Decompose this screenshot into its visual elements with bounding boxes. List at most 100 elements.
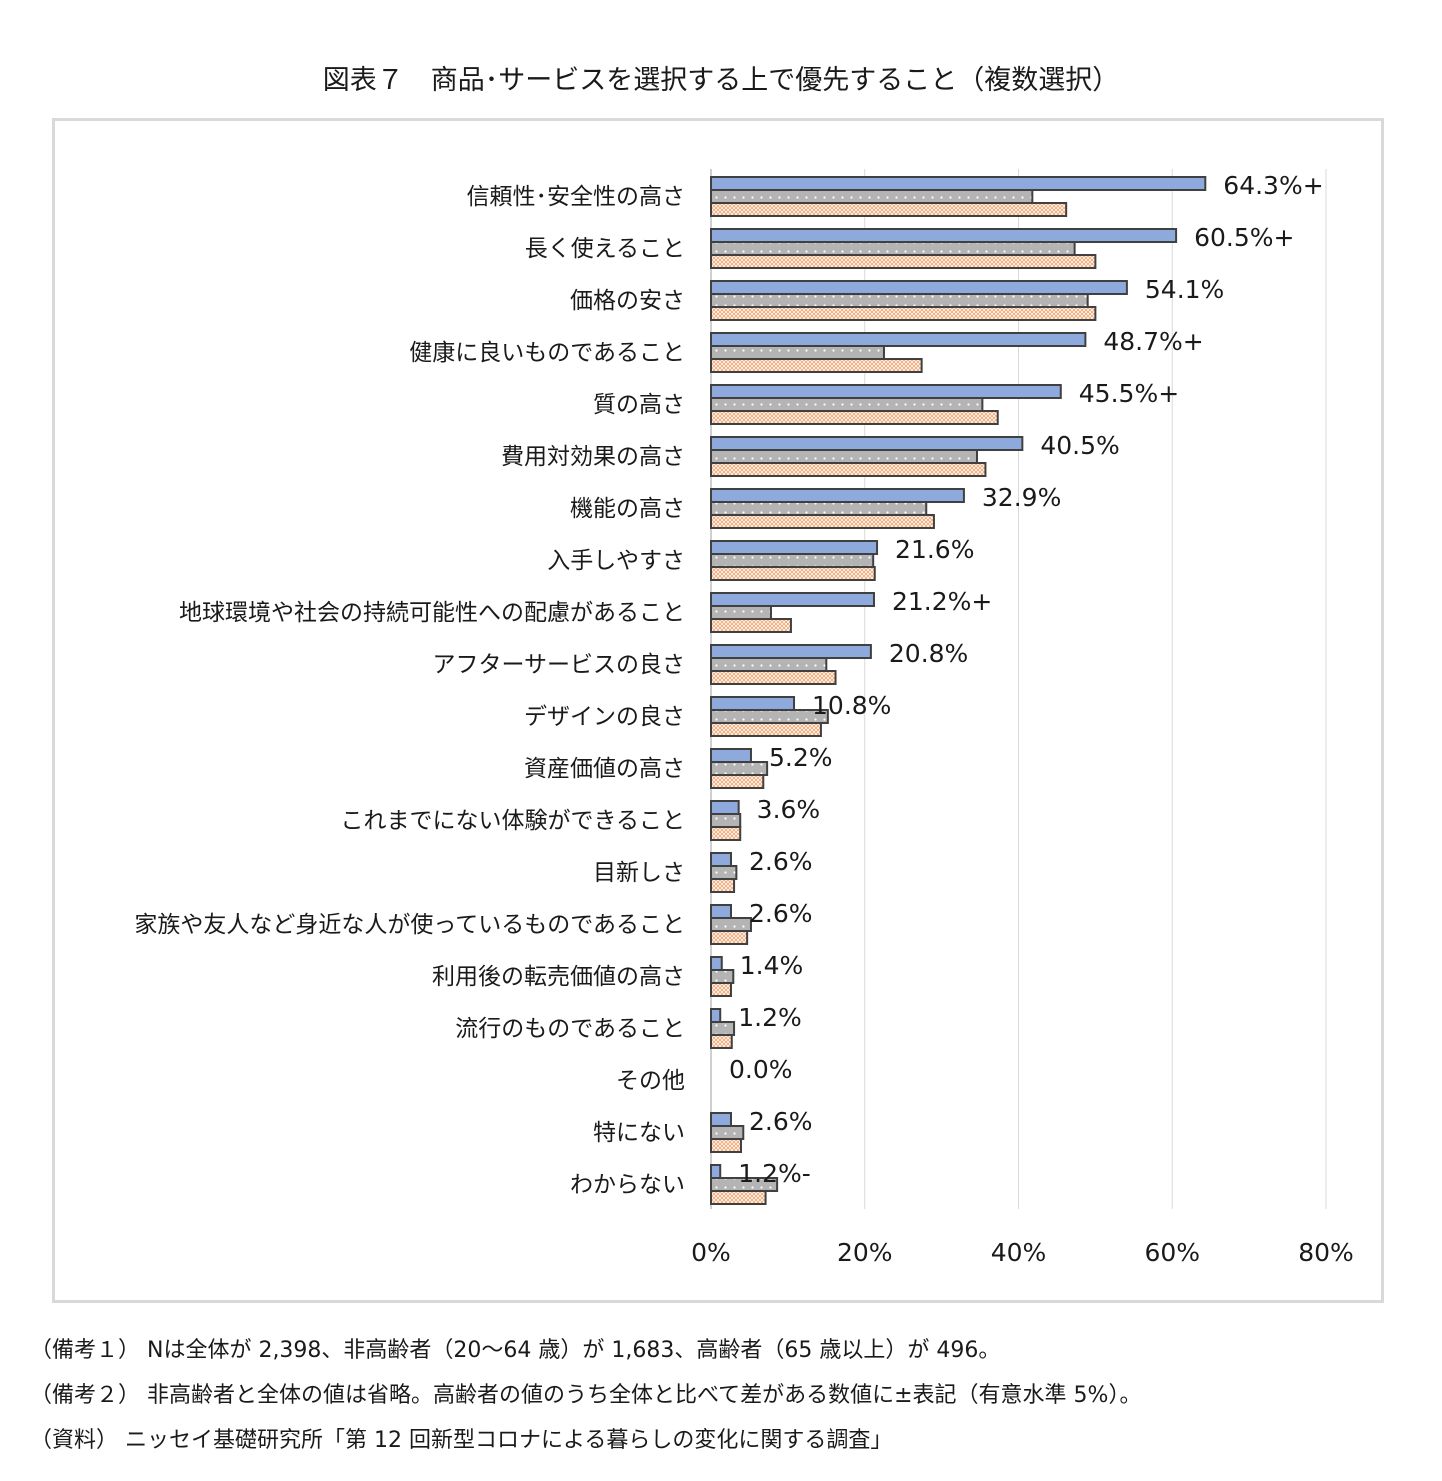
bar-series-1 (710, 176, 1207, 191)
category-label: 価格の安さ (570, 288, 685, 314)
note-2: （備考２） 非高齢者と全体の値は省略。高齢者の値のうち全体と比べて差がある数値に… (30, 1383, 1142, 1408)
data-label: 21.2%+ (892, 587, 992, 616)
bar-series-3 (710, 358, 923, 373)
data-label: 1.2%- (738, 1159, 811, 1188)
bar-series-3 (710, 722, 822, 737)
bar-series-3 (710, 306, 1097, 321)
bar-series-3 (710, 930, 749, 945)
data-label: 45.5%+ (1079, 379, 1179, 408)
data-label: 2.6% (749, 1107, 813, 1136)
bar-series-3 (710, 462, 987, 477)
bar-series-2 (710, 605, 772, 620)
bar-series-2 (710, 345, 885, 360)
bar-series-1 (710, 748, 752, 763)
data-label: 48.7%+ (1103, 327, 1203, 356)
data-label: 20.8% (889, 639, 968, 668)
data-label: 54.1% (1145, 275, 1224, 304)
x-tick-label: 40% (991, 1238, 1047, 1267)
bar-series-2 (710, 293, 1089, 308)
category-label: わからない (570, 1172, 685, 1198)
category-label: 地球環境や社会の持続可能性への配慮があること (179, 600, 685, 626)
category-label: 機能の高さ (570, 496, 685, 522)
note-1: （備考１） Nは全体が 2,398、非高齢者（20～64 歳）が 1,683、高… (30, 1338, 1001, 1363)
notes: （備考１） Nは全体が 2,398、非高齢者（20～64 歳）が 1,683、高… (30, 1328, 1141, 1463)
bars (710, 176, 1207, 1205)
x-tick-label: 60% (1144, 1238, 1200, 1267)
data-label: 21.6% (895, 535, 974, 564)
bar-series-1 (710, 644, 872, 659)
data-label: 3.6% (757, 795, 821, 824)
bar-series-1 (710, 852, 732, 867)
bar-series-3 (710, 1138, 742, 1153)
labels: 0% 20% 40% 60% 80% 信頼性･安全性の高さ 64.3%+ 長く使えること 60.… (134, 171, 1353, 1267)
category-label: 入手しやすさ (547, 548, 685, 574)
category-label: 目新しさ (593, 860, 685, 886)
category-label: 健康に良いものであること (409, 340, 685, 366)
bar-series-1 (710, 1008, 722, 1023)
bar-series-2 (710, 761, 769, 776)
bar-series-3 (710, 774, 765, 789)
category-label: 質の高さ (593, 392, 685, 418)
bar-series-2 (710, 657, 828, 672)
bar-series-1 (710, 696, 796, 711)
category-label: 家族や友人など身近な人が使っているものであること (134, 912, 685, 938)
category-label: 特にない (593, 1120, 685, 1146)
bar-series-1 (710, 228, 1178, 243)
x-tick-label: 80% (1298, 1238, 1354, 1267)
bar-series-1 (710, 904, 732, 919)
data-label: 2.6% (749, 899, 813, 928)
bar-series-1 (710, 280, 1128, 295)
bar-series-2 (710, 969, 735, 984)
bar-series-2 (710, 917, 752, 932)
bar-series-2 (710, 553, 875, 568)
bar-series-2 (710, 501, 928, 516)
chart-title: 図表７ 商品･サービスを選択する上で優先すること（複数選択） (322, 65, 1120, 96)
category-label: 流行のものであること (455, 1016, 685, 1042)
data-label: 40.5% (1040, 431, 1119, 460)
data-label: 0.0% (729, 1055, 793, 1084)
note-3: （資料） ニッセイ基礎研究所「第 12 回新型コロナによる暮らしの変化に関する調… (30, 1428, 893, 1453)
x-tick-label: 20% (837, 1238, 893, 1267)
bar-series-1 (710, 332, 1087, 347)
bar-series-1 (710, 436, 1024, 451)
bar-series-3 (710, 878, 736, 893)
bar-series-2 (710, 1021, 736, 1036)
data-label: 10.8% (812, 691, 891, 720)
category-label: アフターサービスの良さ (432, 652, 685, 678)
category-label: 信頼性･安全性の高さ (467, 184, 686, 210)
bar-series-3 (710, 826, 742, 841)
bar-series-2 (710, 449, 978, 464)
bar-series-2 (710, 241, 1076, 256)
bar-series-3 (710, 618, 792, 633)
data-label: 60.5%+ (1194, 223, 1294, 252)
bar-chart: 0% 20% 40% 60% 80% 信頼性･安全性の高さ 64.3%+ 長く使えること 60.… (134, 169, 1354, 1267)
data-label: 32.9% (982, 483, 1061, 512)
bar-series-3 (710, 410, 999, 425)
bar-series-3 (710, 514, 935, 529)
bar-series-3 (710, 202, 1068, 217)
chart-frame: 0% 20% 40% 60% 80% 信頼性･安全性の高さ 64.3%+ 長く使えること 60.… (52, 118, 1384, 1303)
bar-series-3 (710, 1034, 733, 1049)
bar-series-1 (710, 1112, 732, 1127)
bar-series-1 (710, 540, 879, 555)
x-tick-label: 0% (691, 1238, 731, 1267)
bar-series-2 (710, 397, 984, 412)
bar-series-2 (710, 813, 742, 828)
category-label: これまでにない体験ができること (340, 808, 685, 834)
data-label: 64.3%+ (1223, 171, 1323, 200)
category-label: デザインの良さ (524, 704, 685, 730)
gridlines (710, 169, 1327, 1209)
bar-series-1 (710, 800, 740, 815)
bar-series-1 (710, 592, 875, 607)
bar-series-3 (710, 566, 876, 581)
bar-series-2 (710, 1125, 745, 1140)
bar-series-1 (710, 956, 723, 971)
bar-series-2 (710, 865, 738, 880)
data-label: 2.6% (749, 847, 813, 876)
bar-series-2 (710, 189, 1034, 204)
category-label: 長く使えること (525, 236, 685, 262)
category-label: 利用後の転売価値の高さ (432, 964, 685, 990)
data-label: 5.2% (769, 743, 833, 772)
bar-series-1 (710, 488, 965, 503)
bar-series-3 (710, 670, 837, 685)
